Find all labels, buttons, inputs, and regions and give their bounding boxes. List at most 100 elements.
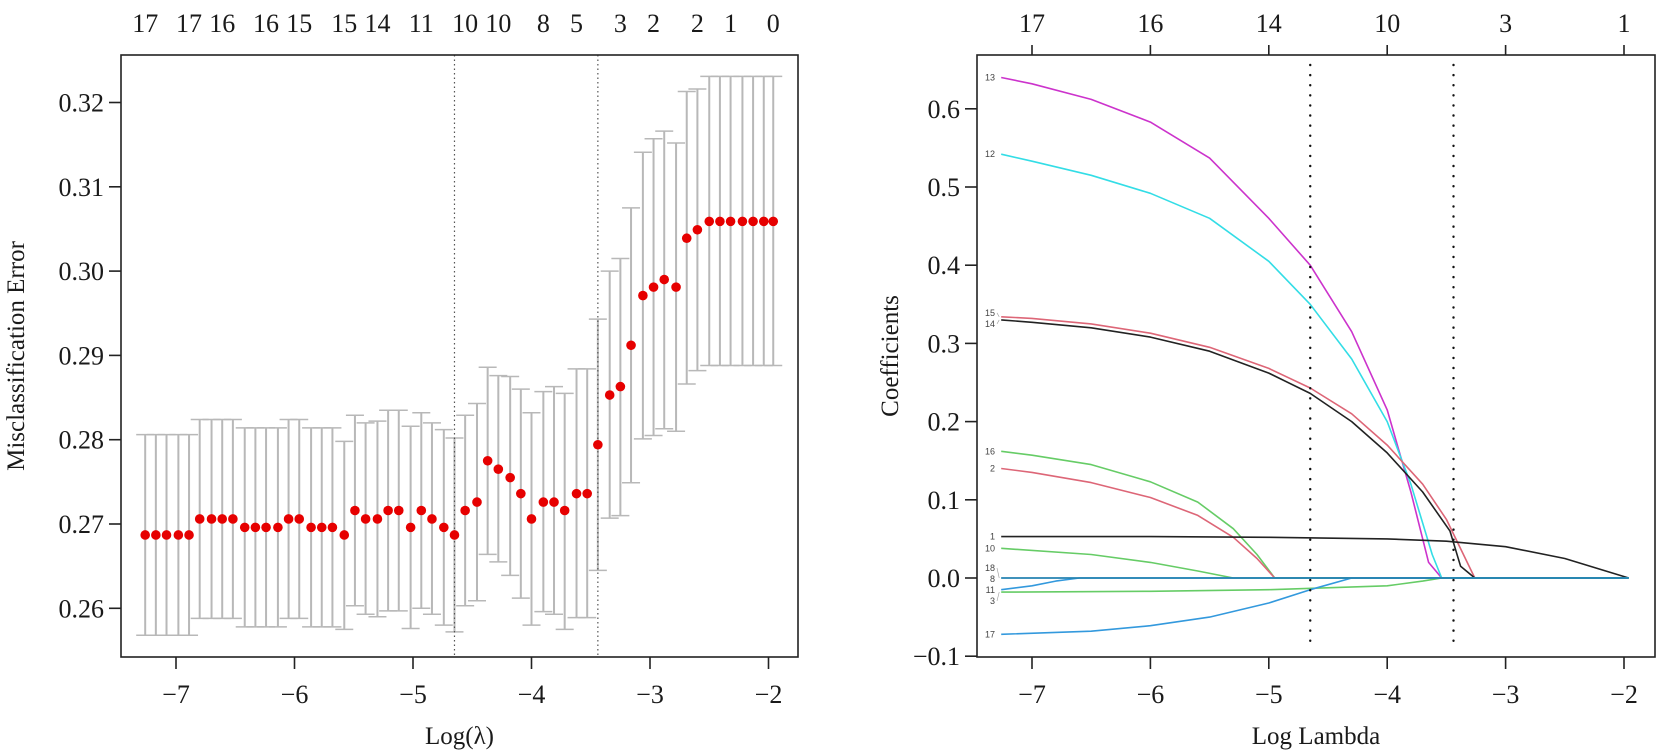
coefficient-path-16 xyxy=(1001,450,1629,579)
y-tick-label: 0.1 xyxy=(928,486,961,515)
data-point xyxy=(239,522,250,533)
data-point xyxy=(704,216,715,227)
x-axis: −7 −6 −5 −4 −3 −2 xyxy=(162,657,782,709)
cv-error-panel: −7 −6 −5 −4 −3 −2 0.26 0.27 0.28 0.29 0.30 0.31 0.3… xyxy=(3,9,799,750)
data-point xyxy=(261,522,271,533)
path-label: 1 xyxy=(990,532,995,542)
x-tick-label: −3 xyxy=(1492,680,1520,709)
y-tick-label: 0.5 xyxy=(928,173,961,202)
y-tick-label: −0.1 xyxy=(913,642,960,671)
x-tick-label: −6 xyxy=(1137,680,1165,709)
data-point xyxy=(393,505,404,516)
y-axis: −0.1 0.0 0.1 0.2 0.3 0.4 0.5 0.6 xyxy=(913,95,977,671)
coefficient-path-13 xyxy=(1001,76,1629,579)
path-label-leader xyxy=(996,592,1000,602)
y-tick-label: 0.2 xyxy=(928,408,961,437)
data-point xyxy=(626,340,636,351)
data-point xyxy=(316,522,327,533)
top-axis-label: 0 xyxy=(767,9,780,38)
data-point xyxy=(360,514,371,524)
data-point xyxy=(493,464,504,475)
data-point xyxy=(306,522,316,533)
plot-frame xyxy=(976,54,1656,658)
data-point xyxy=(659,274,670,285)
top-axis-label: 5 xyxy=(570,9,583,38)
x-tick-label: −3 xyxy=(636,680,664,709)
data-point xyxy=(151,530,161,540)
coefficient-path-1 xyxy=(1001,535,1629,579)
data-point xyxy=(405,522,416,533)
top-axis-label: 17 xyxy=(132,9,158,38)
x-tick-label: −7 xyxy=(162,680,190,709)
path-label: 18 xyxy=(985,563,995,573)
data-point xyxy=(725,216,736,227)
top-axis-label: 3 xyxy=(614,9,627,38)
data-point xyxy=(758,216,769,227)
path-label: 14 xyxy=(985,319,995,329)
data-point xyxy=(559,505,570,516)
x-tick-label: −5 xyxy=(1255,680,1283,709)
y-tick-label: 0.27 xyxy=(59,510,105,539)
data-point xyxy=(294,514,305,524)
x-tick-label: −2 xyxy=(755,680,783,709)
path-label: 10 xyxy=(985,543,995,553)
vertical-reference-lines xyxy=(453,55,599,657)
top-axis-label: 2 xyxy=(647,9,660,38)
top-axis-label: 14 xyxy=(364,9,390,38)
data-point xyxy=(582,488,592,499)
data-point xyxy=(217,514,228,524)
data-point xyxy=(194,514,205,524)
y-axis: 0.26 0.27 0.28 0.29 0.30 0.31 0.32 xyxy=(59,89,121,623)
data-point xyxy=(571,488,582,499)
coefficient-path-12 xyxy=(1001,153,1629,579)
cv-points xyxy=(140,216,779,540)
data-point xyxy=(737,216,748,227)
x-tick-label: −6 xyxy=(281,680,309,709)
data-point xyxy=(604,390,615,400)
data-point xyxy=(748,216,758,227)
top-axis-label: 11 xyxy=(409,9,434,38)
x-axis: −7 −6 −5 −4 −3 −2 xyxy=(1018,657,1638,709)
coefficient-path-2 xyxy=(1001,467,1629,579)
data-point xyxy=(549,497,559,507)
y-tick-label: 0.29 xyxy=(59,341,105,370)
x-tick-label: −5 xyxy=(399,680,427,709)
data-point xyxy=(449,530,460,540)
data-point xyxy=(460,505,470,516)
data-point xyxy=(339,530,350,540)
top-axis-label: 1 xyxy=(724,9,737,38)
data-point xyxy=(427,514,437,524)
y-tick-label: 0.6 xyxy=(928,95,961,124)
data-point xyxy=(383,505,393,516)
x-tick-label: −2 xyxy=(1610,680,1638,709)
top-axis-labels: 17 17 16 16 15 15 14 11 10 10 8 5 3 2 2 1 0 xyxy=(132,9,780,38)
top-axis-label: 2 xyxy=(691,9,704,38)
y-axis-title: Coefficients xyxy=(877,295,904,417)
top-axis-label: 14 xyxy=(1256,9,1282,38)
path-label-leader xyxy=(996,567,1000,579)
top-axis-label: 10 xyxy=(452,9,478,38)
x-tick-label: −4 xyxy=(518,680,546,709)
top-axis-label: 16 xyxy=(209,9,235,38)
data-point xyxy=(273,522,283,533)
path-label: 3 xyxy=(990,596,995,606)
data-point xyxy=(161,530,172,540)
data-point xyxy=(768,216,779,227)
coefficient-path-15 xyxy=(1001,316,1629,579)
top-axis-label: 15 xyxy=(286,9,312,38)
top-axis-label: 17 xyxy=(1019,9,1045,38)
top-axis-label: 15 xyxy=(331,9,357,38)
data-point xyxy=(173,530,184,540)
data-point xyxy=(505,472,515,483)
x-axis-title: Log Lambda xyxy=(1252,723,1380,750)
errorbars xyxy=(136,75,783,637)
data-point xyxy=(184,530,194,540)
data-point xyxy=(692,224,703,235)
data-point xyxy=(715,216,725,227)
data-point xyxy=(206,514,217,524)
y-tick-label: 0.26 xyxy=(59,594,105,623)
top-axis: 17 16 14 10 3 1 xyxy=(1019,9,1631,55)
path-label: 11 xyxy=(986,585,995,595)
